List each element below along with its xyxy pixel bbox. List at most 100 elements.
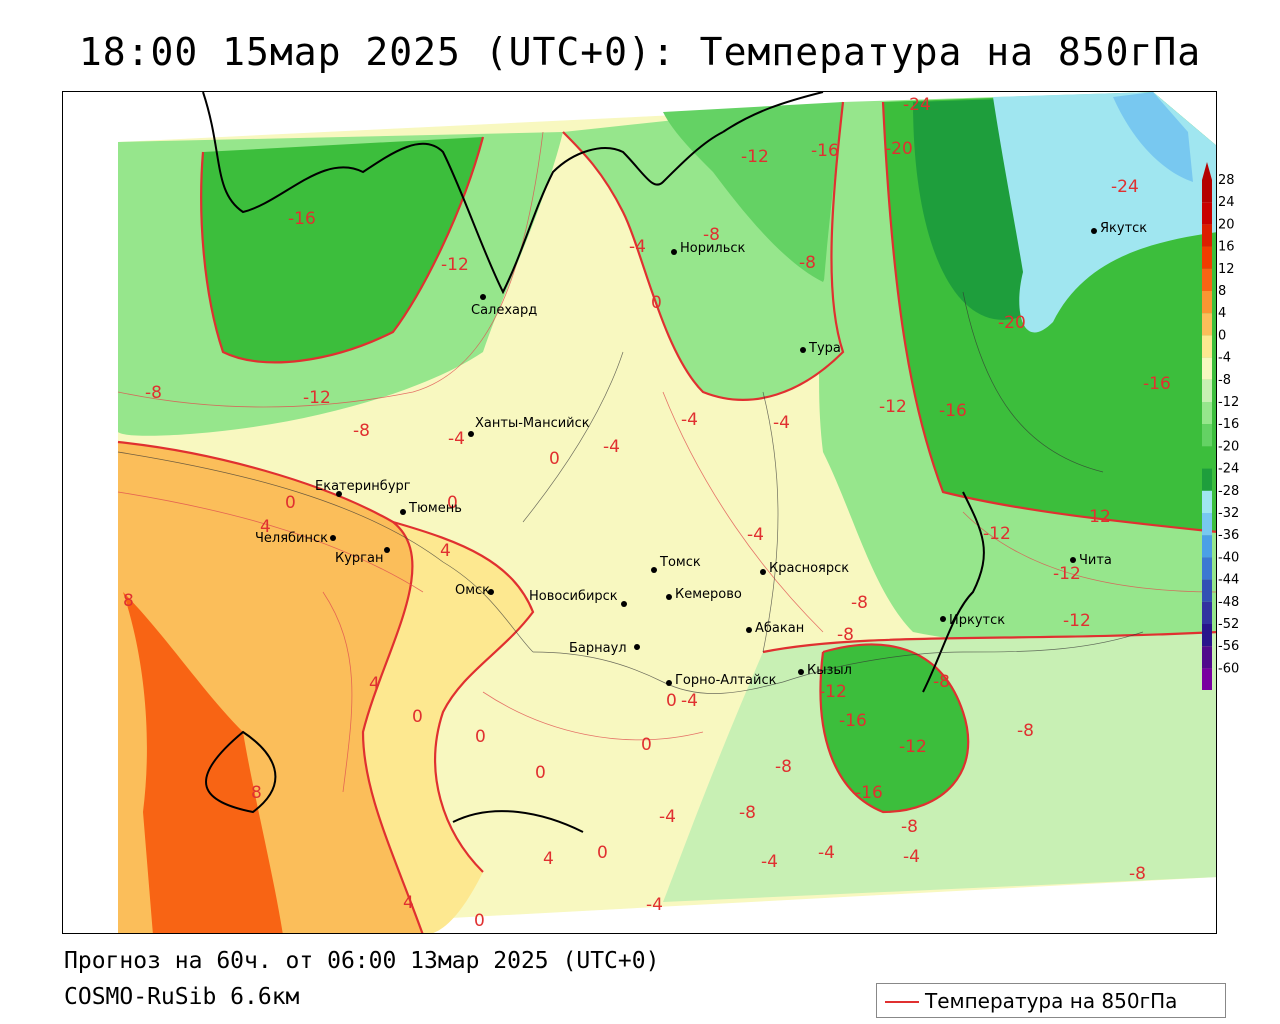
contour-label: -16 bbox=[855, 783, 883, 803]
scale-label: 12 bbox=[1218, 262, 1235, 277]
temperature-map[interactable]: -16 -12 -8 -12 -8 -4 0 0 0 4 4 8 4 0 0 0… bbox=[62, 91, 1217, 934]
scale-label: 4 bbox=[1218, 306, 1226, 321]
city-tyumen[interactable]: Тюмень bbox=[400, 501, 462, 516]
contour-label: -8 bbox=[837, 625, 854, 645]
contour-label: -8 bbox=[851, 593, 868, 613]
contour-label: 0 bbox=[285, 493, 296, 513]
city-tomsk[interactable]: Томск bbox=[651, 555, 701, 573]
contour-label: 0 bbox=[475, 727, 486, 747]
model-name: COSMO-RuSib 6.6км bbox=[64, 984, 300, 1010]
scale-label: -32 bbox=[1218, 506, 1239, 521]
contour-label: 8 bbox=[123, 591, 134, 611]
scale-label: -44 bbox=[1218, 573, 1239, 588]
city-label: Абакан bbox=[755, 621, 804, 636]
city-chelyabinsk[interactable]: Челябинск bbox=[255, 531, 336, 546]
city-label: Омск bbox=[455, 583, 490, 598]
city-gorno-altaysk[interactable]: Горно-Алтайск bbox=[666, 673, 777, 688]
contour-label: 0 bbox=[641, 735, 652, 755]
city-kurgan[interactable]: Курган bbox=[335, 547, 390, 566]
scale-label: 16 bbox=[1218, 240, 1235, 255]
contour-label: -12 bbox=[899, 737, 927, 757]
contour-label: -8 bbox=[1129, 864, 1146, 884]
contour-label: -12 bbox=[983, 524, 1011, 544]
contour-label: -4 bbox=[747, 525, 764, 545]
contour-label: -8 bbox=[933, 672, 950, 692]
city-tura[interactable]: Тура bbox=[800, 341, 841, 356]
city-irkutsk[interactable]: Иркутск bbox=[940, 613, 1005, 628]
city-yakutsk[interactable]: Якутск bbox=[1091, 221, 1147, 236]
contour-label: -4 bbox=[681, 691, 698, 711]
scale-label: -40 bbox=[1218, 550, 1239, 565]
contour-label: -24 bbox=[903, 95, 931, 115]
contour-label: -8 bbox=[775, 757, 792, 777]
scale-label: -24 bbox=[1218, 462, 1239, 477]
city-label: Томск bbox=[659, 555, 701, 570]
scale-label: 20 bbox=[1218, 217, 1235, 232]
contour-label: 0 bbox=[474, 911, 485, 931]
scale-label: -48 bbox=[1218, 595, 1239, 610]
contour-label: -8 bbox=[799, 253, 816, 273]
city-norilsk[interactable]: Норильск bbox=[671, 241, 746, 256]
scale-swatch bbox=[1202, 579, 1212, 602]
contour-label: -4 bbox=[629, 237, 646, 257]
scale-swatch bbox=[1202, 268, 1212, 291]
city-barnaul[interactable]: Барнаул bbox=[569, 641, 640, 656]
scale-swatch bbox=[1202, 468, 1212, 491]
city-salekhard[interactable]: Салехард bbox=[471, 294, 537, 318]
contour-label: -16 bbox=[939, 401, 967, 421]
scale-label: 8 bbox=[1218, 284, 1226, 299]
city-label: Екатеринбург bbox=[315, 479, 411, 494]
scale-label: -52 bbox=[1218, 617, 1239, 632]
scale-swatch bbox=[1202, 535, 1212, 558]
contour-label: -8 bbox=[901, 817, 918, 837]
city-novosibirsk[interactable]: Новосибирск bbox=[529, 589, 627, 607]
contour-label: 8 bbox=[251, 783, 262, 803]
contour-label: 0 bbox=[651, 293, 662, 313]
city-label: Чита bbox=[1079, 553, 1112, 568]
scale-swatch bbox=[1202, 557, 1212, 580]
contour-label: -12 bbox=[1063, 611, 1091, 631]
contour-label: -16 bbox=[839, 711, 867, 731]
contour-label: -12 bbox=[303, 388, 331, 408]
contour-label: 0 bbox=[535, 763, 546, 783]
city-label: Иркутск bbox=[949, 613, 1005, 628]
city-abakan[interactable]: Абакан bbox=[746, 621, 804, 636]
scale-label: -16 bbox=[1218, 417, 1239, 432]
city-kyzyl[interactable]: Кызыл bbox=[798, 663, 852, 678]
scale-swatch bbox=[1202, 335, 1212, 358]
scale-swatch bbox=[1202, 601, 1212, 624]
scale-label: 28 bbox=[1218, 173, 1235, 188]
scale-swatch bbox=[1202, 646, 1212, 669]
scale-swatch bbox=[1202, 291, 1212, 314]
contour-label: -4 bbox=[903, 847, 920, 867]
scale-swatch bbox=[1202, 624, 1212, 647]
contour-label: -4 bbox=[773, 413, 790, 433]
contour-label: -20 bbox=[885, 139, 913, 159]
contour-label: 4 bbox=[369, 674, 380, 694]
city-kemerovo[interactable]: Кемерово bbox=[666, 587, 742, 602]
contour-label: -8 bbox=[353, 421, 370, 441]
contour-label: -16 bbox=[288, 209, 316, 229]
scale-label: -28 bbox=[1218, 484, 1239, 499]
city-ekaterinburg[interactable]: Екатеринбург bbox=[315, 479, 411, 497]
contour-label: 0 bbox=[412, 707, 423, 727]
city-omsk[interactable]: Омск bbox=[455, 583, 494, 598]
contour-label: -12 bbox=[741, 147, 769, 167]
contour-label: 4 bbox=[260, 517, 271, 537]
contour-label: 0 bbox=[447, 493, 458, 513]
city-khanty-mansiysk[interactable]: Ханты-Мансийск bbox=[468, 416, 590, 437]
contour-label: -12 bbox=[1083, 507, 1111, 527]
legend: Температура на 850гПа bbox=[876, 983, 1226, 1018]
contour-label: -4 bbox=[448, 429, 465, 449]
city-label: Курган bbox=[335, 551, 383, 566]
contour-label: -12 bbox=[819, 682, 847, 702]
scale-swatch bbox=[1202, 357, 1212, 380]
city-label: Норильск bbox=[680, 241, 746, 256]
city-markers: Норильск Салехард Тура Якутск Ханты-Манс… bbox=[255, 221, 1147, 688]
scale-swatch bbox=[1202, 490, 1212, 513]
city-krasnoyarsk[interactable]: Красноярск bbox=[760, 561, 849, 576]
color-scale: 28 24 20 16 12 8 4 0 -4 -8 -12 -16 -20 -24 -28 -32 -36 -4… bbox=[1200, 160, 1280, 709]
contour-label: 0 bbox=[549, 449, 560, 469]
scale-swatch bbox=[1202, 446, 1212, 469]
city-chita[interactable]: Чита bbox=[1070, 553, 1112, 568]
